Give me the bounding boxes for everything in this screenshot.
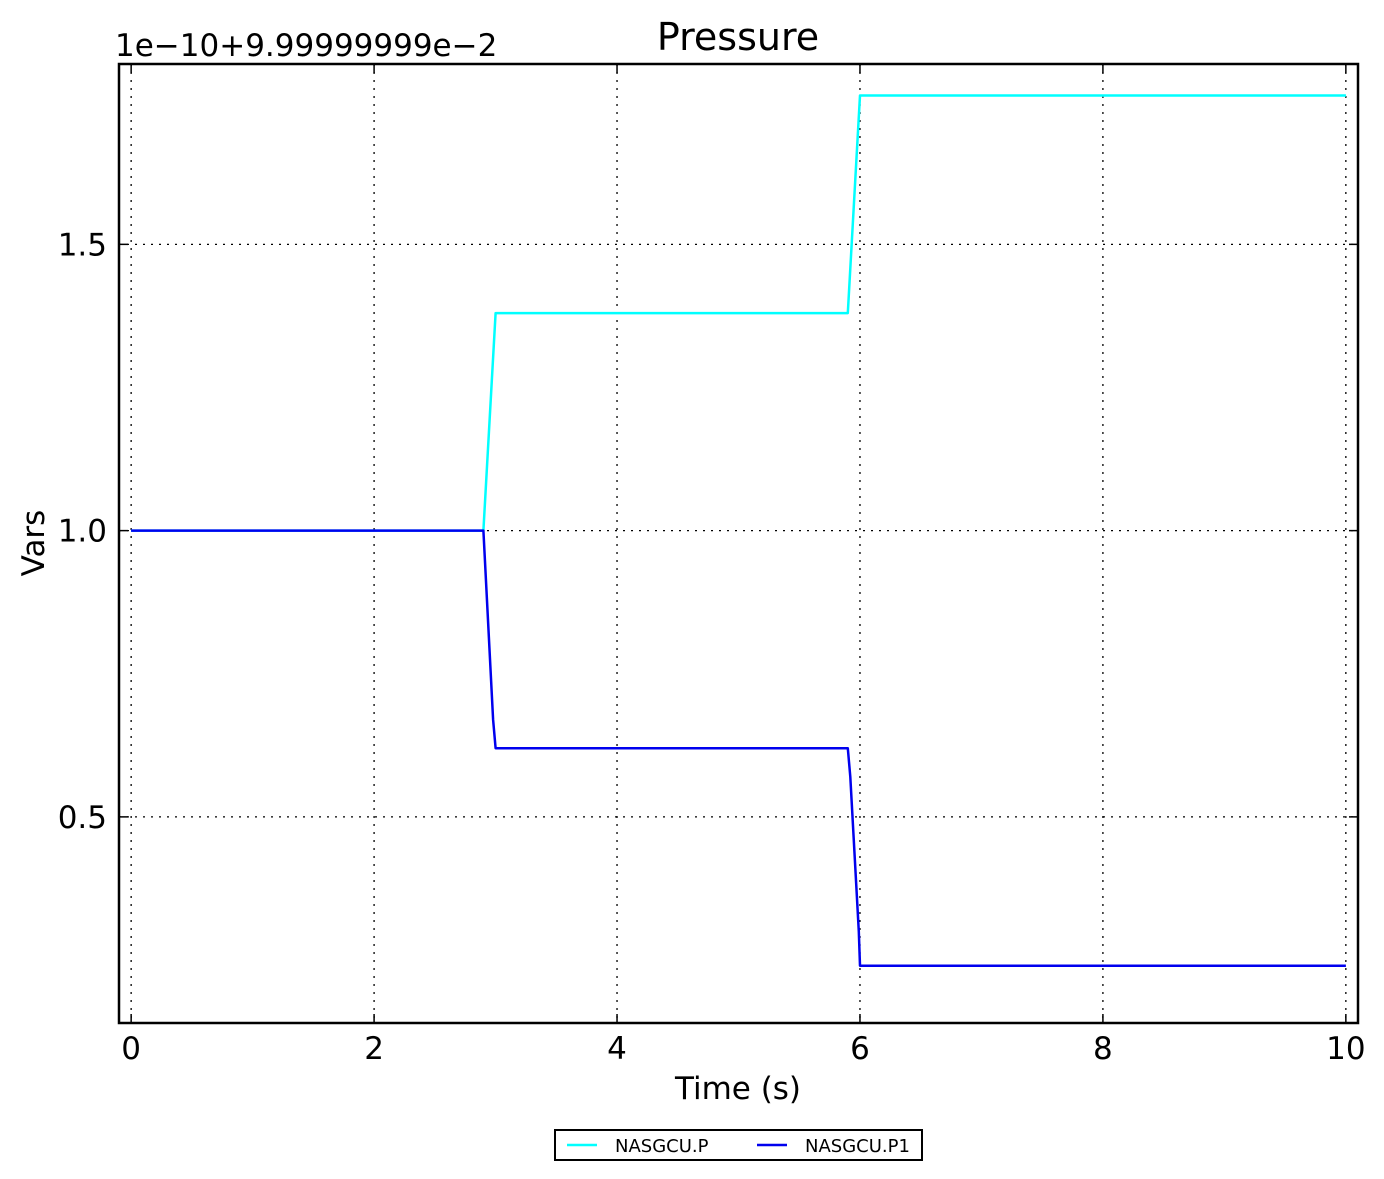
y-axis-label: Vars bbox=[16, 510, 52, 577]
chart-title: Pressure bbox=[657, 15, 819, 59]
x-tick-label: 6 bbox=[850, 1031, 870, 1067]
legend: NASGCU.P NASGCU.P1 bbox=[554, 1129, 923, 1161]
series-line-nasgcu-p bbox=[131, 94, 1346, 532]
y-tick-label: 1.0 bbox=[58, 514, 107, 550]
legend-box bbox=[554, 1129, 923, 1161]
series-line-nasgcu-p1 bbox=[131, 529, 1346, 967]
x-tick-label: 10 bbox=[1326, 1031, 1365, 1067]
legend-label-nasgcu-p1: NASGCU.P1 bbox=[805, 1136, 910, 1157]
x-axis-label: Time (s) bbox=[674, 1071, 801, 1107]
axis-ticks bbox=[119, 64, 1358, 1023]
y-tick-label: 1.5 bbox=[58, 227, 107, 263]
x-tick-label: 2 bbox=[364, 1031, 384, 1067]
legend-label-nasgcu-p: NASGCU.P bbox=[615, 1136, 709, 1157]
y-tick-label: 0.5 bbox=[58, 800, 107, 836]
y-axis-offset-label: 1e−10+9.99999999e−2 bbox=[115, 28, 497, 64]
tick-labels: 0 2 4 6 8 10 0.5 1.0 1.5 bbox=[58, 227, 1366, 1067]
x-tick-label: 8 bbox=[1093, 1031, 1113, 1067]
plot-frame bbox=[117, 62, 1360, 1025]
x-tick-label: 4 bbox=[607, 1031, 627, 1067]
series-lines bbox=[131, 94, 1346, 967]
x-tick-label: 0 bbox=[121, 1031, 141, 1067]
grid-lines bbox=[119, 64, 1358, 1023]
